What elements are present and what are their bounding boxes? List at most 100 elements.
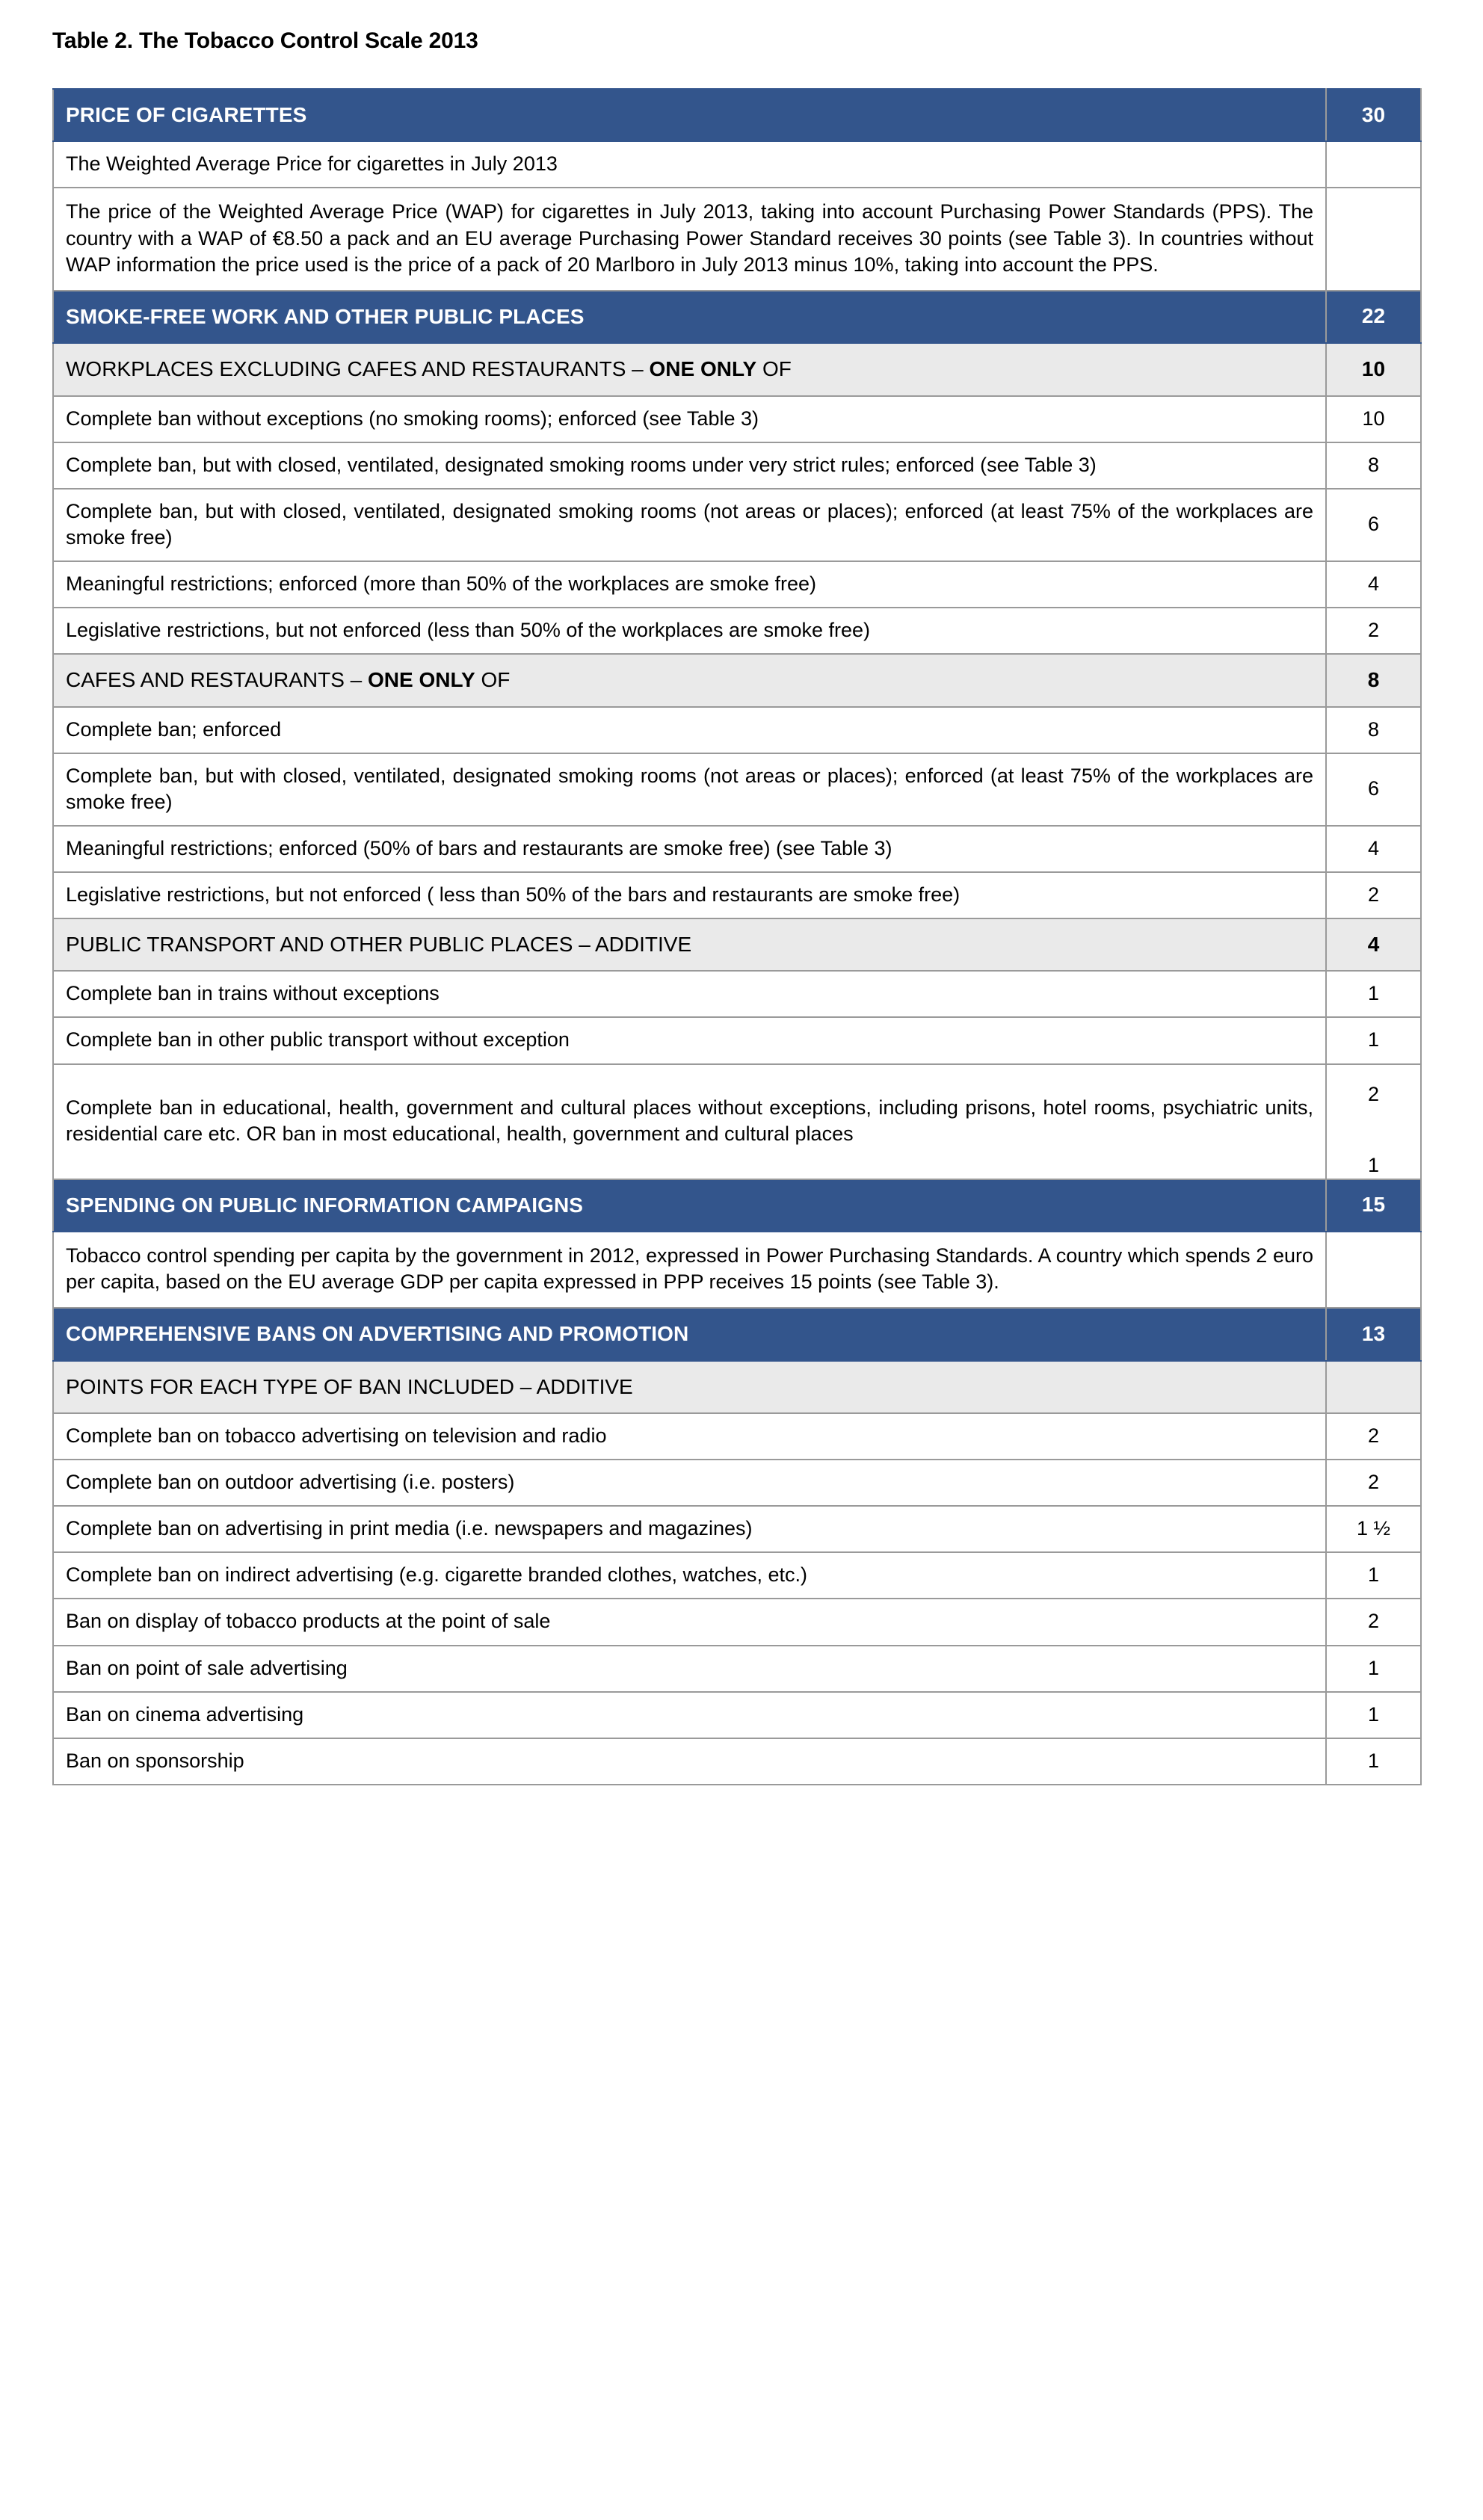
section-header-row: SPENDING ON PUBLIC INFORMATION CAMPAIGNS… [52,1178,1422,1233]
section-header-row: PRICE OF CIGARETTES 30 [52,87,1422,143]
section-header-score: 22 [1325,289,1422,345]
criterion-score: 1 [1325,1016,1422,1065]
section-header-label: SPENDING ON PUBLIC INFORMATION CAMPAIGNS [52,1178,1327,1233]
section-header-label: PRICE OF CIGARETTES [52,87,1327,143]
criterion-description: Legislative restrictions, but not enforc… [52,607,1327,655]
criterion-description: Meaningful restrictions; enforced (more … [52,560,1327,609]
criterion-score [1325,187,1422,291]
sub-header-score [1325,1359,1422,1415]
criterion-score: 1 [1325,1737,1422,1785]
table-row: Ban on sponsorship 1 [52,1737,1422,1785]
criterion-description: Complete ban without exceptions (no smok… [52,395,1327,443]
criterion-score [1325,140,1422,189]
criterion-description: Legislative restrictions, but not enforc… [52,871,1327,919]
sub-header-label: WORKPLACES EXCLUDING CAFES AND RESTAURAN… [52,342,1327,397]
table-row: Complete ban without exceptions (no smok… [52,395,1422,443]
section-header-label: SMOKE-FREE WORK AND OTHER PUBLIC PLACES [52,289,1327,345]
table-row: Meaningful restrictions; enforced (50% o… [52,824,1422,873]
criterion-score: 2 [1325,607,1422,655]
criterion-score: 2 [1325,1459,1422,1507]
criterion-description: Meaningful restrictions; enforced (50% o… [52,824,1327,873]
sub-header-label-emphasis: ONE ONLY [649,357,757,381]
sub-header-label-emphasis: ONE ONLY [368,668,475,692]
section-header-row: COMPREHENSIVE BANS ON ADVERTISING AND PR… [52,1307,1422,1362]
criterion-score: 6 [1325,752,1422,827]
criterion-score: 10 [1325,395,1422,443]
sub-header-row: WORKPLACES EXCLUDING CAFES AND RESTAURAN… [52,342,1422,397]
table-row: Complete ban, but with closed, ventilate… [52,752,1422,827]
section-header-score: 15 [1325,1178,1422,1233]
sub-header-row: PUBLIC TRANSPORT AND OTHER PUBLIC PLACES… [52,917,1422,972]
criterion-score: 8 [1325,705,1422,754]
table-row: Complete ban on indirect advertising (e.… [52,1551,1422,1600]
criterion-score [1325,1231,1422,1309]
criterion-score: 2 [1325,871,1422,919]
criterion-score: 1 [1325,970,1422,1019]
table-row: Complete ban on outdoor advertising (i.e… [52,1459,1422,1507]
sub-header-label-pre: WORKPLACES EXCLUDING CAFES AND RESTAURAN… [66,357,650,381]
criterion-description: Complete ban, but with closed, ventilate… [52,752,1327,827]
criterion-description: Tobacco control spending per capita by t… [52,1231,1327,1309]
table-row: Ban on cinema advertising 1 [52,1690,1422,1739]
table-row: Meaningful restrictions; enforced (more … [52,560,1422,609]
table-row: Ban on display of tobacco products at th… [52,1598,1422,1646]
criterion-description: Complete ban on tobacco advertising on t… [52,1412,1327,1461]
sub-header-label: POINTS FOR EACH TYPE OF BAN INCLUDED – A… [52,1359,1327,1415]
section-header-row: SMOKE-FREE WORK AND OTHER PUBLIC PLACES 2… [52,289,1422,345]
table-row: Complete ban; enforced 8 [52,705,1422,754]
criterion-description: Ban on cinema advertising [52,1690,1327,1739]
sub-header-label-pre: PUBLIC TRANSPORT AND OTHER PUBLIC PLACES… [66,932,692,956]
criterion-score: 2 [1325,1412,1422,1461]
criterion-score: 1 [1325,1690,1422,1739]
sub-header-label-pre: POINTS FOR EACH TYPE OF BAN INCLUDED – A… [66,1374,633,1398]
criterion-score: 2 [1325,1598,1422,1646]
table-row: Complete ban, but with closed, ventilate… [52,441,1422,490]
table-row: Complete ban in trains without exception… [52,970,1422,1019]
criterion-description: Complete ban on outdoor advertising (i.e… [52,1459,1327,1507]
sub-header-label: PUBLIC TRANSPORT AND OTHER PUBLIC PLACES… [52,917,1327,972]
sub-header-label-post: OF [756,357,792,381]
sub-header-label: CAFES AND RESTAURANTS – ONE ONLY OF [52,653,1327,708]
criterion-description: Ban on display of tobacco products at th… [52,1598,1327,1646]
table-row: Tobacco control spending per capita by t… [52,1231,1422,1309]
sub-header-label-post: OF [475,668,511,692]
table-row: The price of the Weighted Average Price … [52,187,1422,291]
table-row: Ban on point of sale advertising 1 [52,1644,1422,1693]
table-row: Legislative restrictions, but not enforc… [52,871,1422,919]
criterion-description: Complete ban; enforced [52,705,1327,754]
table-row: Complete ban in other public transport w… [52,1016,1422,1065]
criterion-score-top: 2 [1367,1082,1380,1105]
section-header-score: 13 [1325,1307,1422,1362]
criterion-description: Complete ban in educational, health, gov… [52,1063,1327,1180]
criterion-score: 1 [1325,1551,1422,1600]
criterion-description: Complete ban on advertising in print med… [52,1505,1327,1554]
criterion-score: 1 [1325,1644,1422,1693]
section-header-score: 30 [1325,87,1422,143]
table-body: PRICE OF CIGARETTES 30 The Weighted Averag… [52,87,1422,1785]
sub-header-score: 8 [1325,653,1422,708]
criterion-score: 8 [1325,441,1422,490]
table-row: Complete ban, but with closed, ventilate… [52,487,1422,562]
table-row: Complete ban in educational, health, gov… [52,1063,1422,1180]
criterion-description: Complete ban, but with closed, ventilate… [52,441,1327,490]
sub-header-score: 4 [1325,917,1422,972]
criterion-description: Ban on sponsorship [52,1737,1327,1785]
criterion-score: 6 [1325,487,1422,562]
sub-header-row: POINTS FOR EACH TYPE OF BAN INCLUDED – A… [52,1359,1422,1415]
criterion-description: Complete ban in other public transport w… [52,1016,1327,1065]
page-title: Table 2. The Tobacco Control Scale 2013 [52,28,478,53]
table-row: Complete ban on advertising in print med… [52,1505,1422,1554]
tobacco-control-scale-table: PRICE OF CIGARETTES 30 The Weighted Averag… [52,87,1422,1785]
table-row: Complete ban on tobacco advertising on t… [52,1412,1422,1461]
criterion-description: Ban on point of sale advertising [52,1644,1327,1693]
table-row: The Weighted Average Price for cigarette… [52,140,1422,189]
section-header-label: COMPREHENSIVE BANS ON ADVERTISING AND PR… [52,1307,1327,1362]
criterion-description: Complete ban in trains without exception… [52,970,1327,1019]
criterion-score: 4 [1325,824,1422,873]
criterion-description: The Weighted Average Price for cigarette… [52,140,1327,189]
sub-header-row: CAFES AND RESTAURANTS – ONE ONLY OF 8 [52,653,1422,708]
sub-header-score: 10 [1325,342,1422,397]
criterion-description: Complete ban, but with closed, ventilate… [52,487,1327,562]
